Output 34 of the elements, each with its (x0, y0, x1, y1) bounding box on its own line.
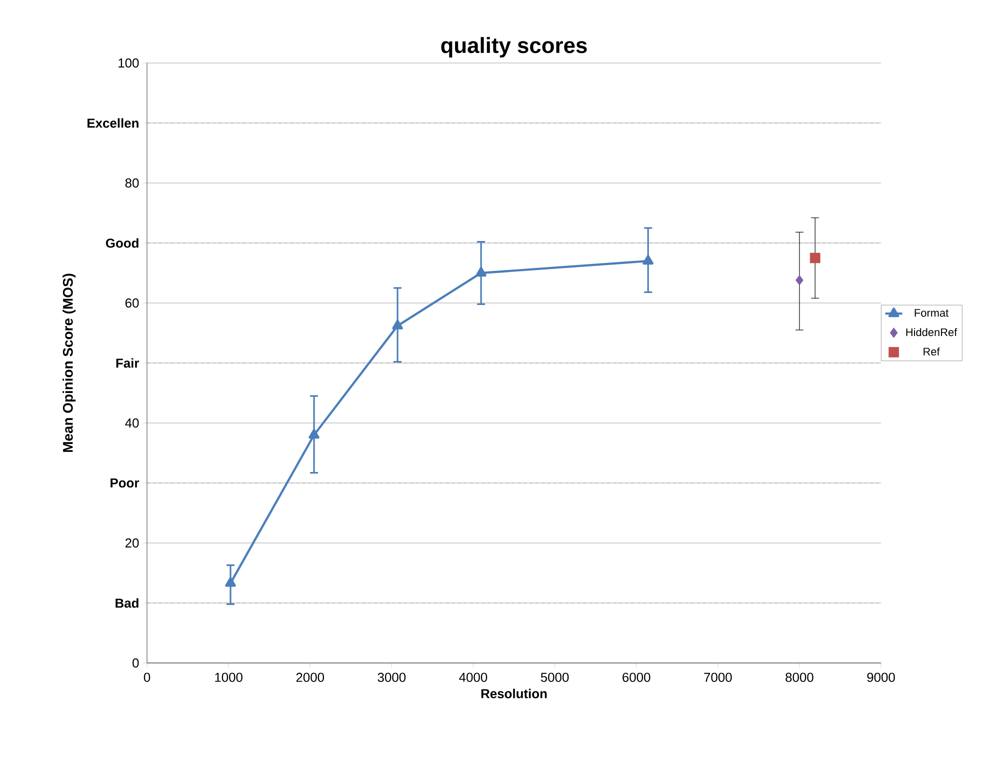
x-tick-label: 1000 (215, 672, 242, 682)
point (308, 428, 320, 439)
y-tick-label: 20 (125, 538, 139, 548)
y-tick-label: Poor (110, 478, 140, 488)
x-tick-label: 6000 (622, 672, 650, 682)
y-tick-label: Bad (116, 598, 138, 608)
x-tick-label: 4000 (459, 672, 488, 682)
y-tick-label: 80 (125, 178, 139, 188)
point (642, 254, 654, 265)
x-tick-label: 2000 (296, 672, 324, 682)
point (392, 320, 403, 330)
point (225, 577, 236, 587)
point (796, 275, 804, 286)
x-tick-label: 3000 (378, 672, 406, 682)
y-axis-title: Mean Opinion Score (MOS) (62, 274, 76, 452)
x-tick-label: 5000 (540, 672, 569, 682)
chart-title: quality scores (441, 37, 587, 58)
y-tick-label: 40 (125, 418, 139, 428)
point (476, 266, 486, 277)
y-tick-label: 100 (118, 58, 139, 68)
y-tick-label: Fair (116, 358, 140, 368)
x-tick-label: 8000 (786, 672, 814, 682)
x-axis-title: Resolution (481, 688, 547, 698)
y-tick-label: Excellen (88, 118, 138, 128)
legend-label: Ref (924, 347, 940, 356)
y-tick-label: 60 (125, 298, 139, 308)
y-tick-label: 0 (132, 658, 139, 668)
legend-label: Format (914, 309, 949, 317)
y-tick-label: Good (106, 238, 138, 248)
x-tick-label: 9000 (867, 672, 895, 682)
x-tick-label: 7000 (704, 672, 732, 682)
legend-label: HiddenRef (906, 328, 958, 336)
point (810, 252, 820, 264)
x-tick-label: 0 (144, 672, 150, 682)
